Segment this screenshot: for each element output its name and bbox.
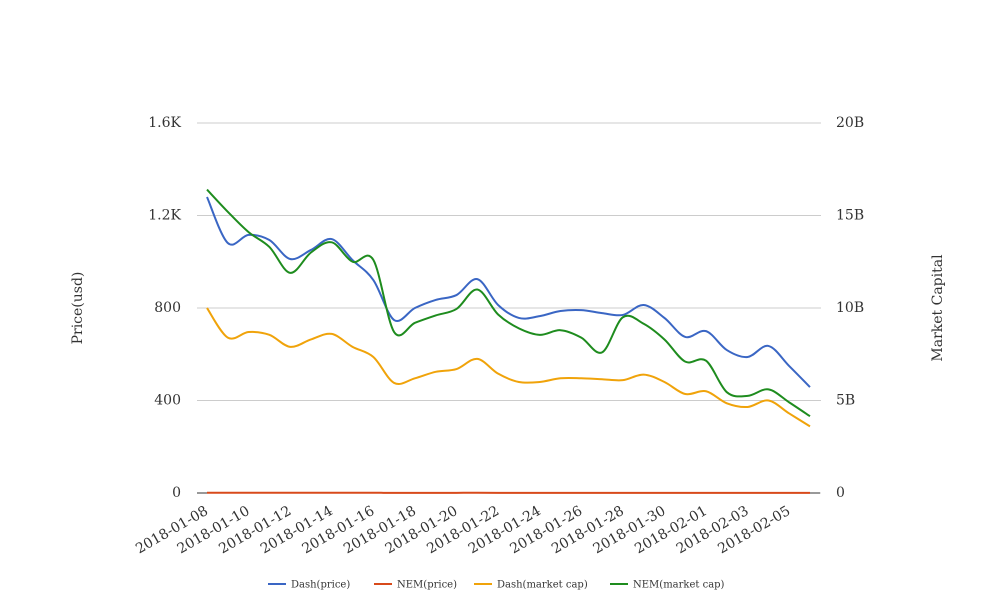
y-tick-label: 1.2K xyxy=(148,208,181,224)
y-tick-label: 0 xyxy=(172,485,181,501)
y-tick-label: 400 xyxy=(154,393,181,409)
y2-axis-title: Market Capital xyxy=(930,254,946,362)
series-line xyxy=(206,196,811,388)
y-tick-label: 1.6K xyxy=(148,115,181,131)
legend: Dash(price) NEM(price) Dash(market cap) NEM… xyxy=(268,580,725,591)
legend-label: Dash(market cap) xyxy=(497,580,588,591)
y2-tick-label: 20B xyxy=(836,115,864,131)
legend-label: NEM(market cap) xyxy=(633,580,725,591)
y2-tick-label: 5B xyxy=(836,393,855,409)
y-tick-label: 800 xyxy=(154,300,181,316)
y-axis-title: Price(usd) xyxy=(70,272,86,345)
y2-tick-label: 10B xyxy=(836,300,864,316)
y2-tick-label: 15B xyxy=(836,208,864,224)
series-line xyxy=(206,307,811,428)
y2-tick-label: 0 xyxy=(836,485,845,501)
series-line xyxy=(206,188,811,418)
legend-label: Dash(price) xyxy=(291,580,350,591)
legend-label: NEM(price) xyxy=(397,580,457,591)
